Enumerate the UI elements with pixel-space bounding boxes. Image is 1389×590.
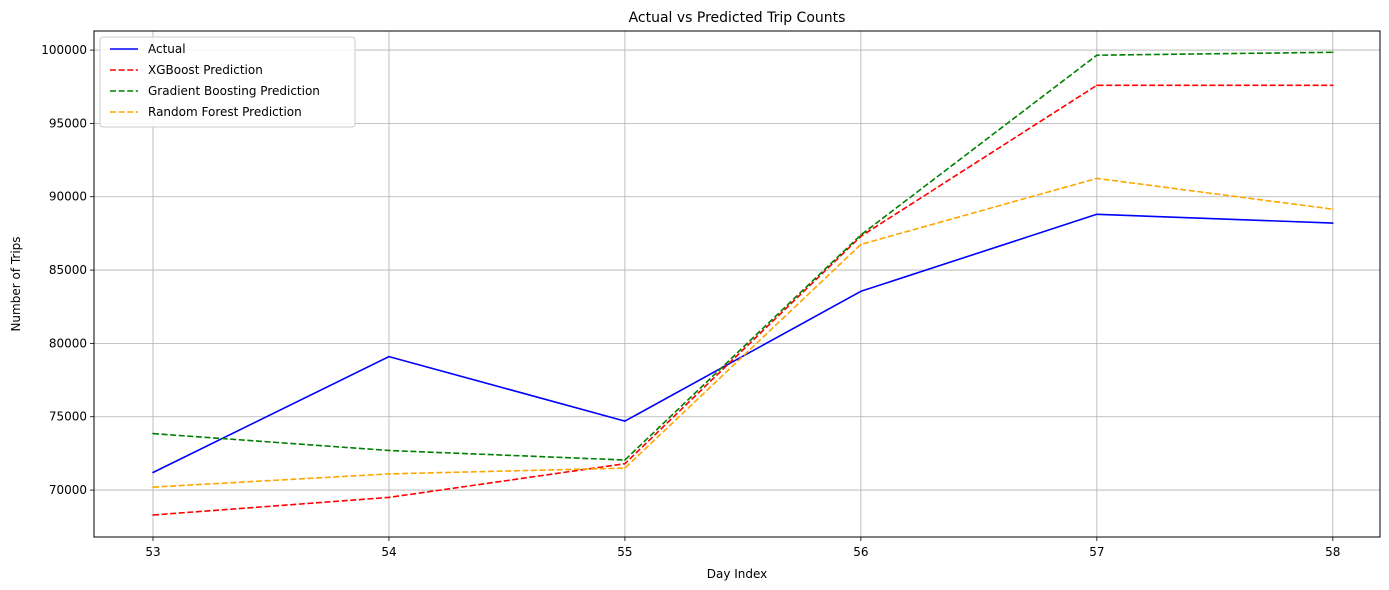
series-lines [152,51,1334,516]
legend-label: Random Forest Prediction [148,105,302,119]
series-0 [152,213,1334,474]
data-point [624,467,626,469]
x-tick-label: 57 [1089,545,1104,559]
x-tick-label: 58 [1325,545,1340,559]
y-tick-label: 75000 [49,410,87,424]
legend-label: Actual [148,42,186,56]
data-point [388,355,390,358]
data-point [152,486,154,488]
y-tick-label: 100000 [41,43,87,57]
x-tick-label: 55 [617,545,632,559]
data-point [624,420,626,422]
grid-lines [94,31,1380,537]
data-point [388,473,390,475]
x-axis-title: Day Index [707,567,768,581]
data-point [1096,54,1098,56]
data-point [860,290,862,293]
legend-frame [99,36,356,128]
data-point [388,496,390,499]
series-3 [152,177,1334,488]
data-point [860,243,862,246]
series-line [152,213,1333,474]
y-tick-label: 70000 [49,483,87,497]
data-point [1332,222,1334,224]
data-point [860,234,862,236]
data-point [1096,177,1098,180]
data-point [1096,84,1098,87]
series-2 [152,51,1334,461]
data-point [152,514,154,516]
legend-label: XGBoost Prediction [148,63,263,77]
y-tick-label: 85000 [49,263,87,277]
axis-ticks: 53 54 55 56 57 58 70000 75000 80000 85000 90000 950… [41,43,1340,559]
plot-frame [93,30,1381,538]
chart-title: Actual vs Predicted Trip Counts [629,10,846,26]
data-point [1332,208,1334,210]
legend: Actual XGBoost Prediction Gradient Boostin… [99,36,356,128]
y-tick-label: 90000 [49,190,87,204]
data-point [388,449,390,452]
data-point [152,471,154,474]
x-tick-label: 56 [853,545,868,559]
series-1 [152,84,1334,516]
x-tick-label: 54 [381,545,396,559]
data-point [624,462,626,465]
data-point [1332,51,1334,54]
legend-label: Gradient Boosting Prediction [148,84,320,98]
data-point [152,432,154,435]
x-tick-label: 53 [145,545,160,559]
series-line [152,84,1333,516]
y-tick-label: 95000 [49,116,87,130]
data-point [624,459,626,461]
data-point [1332,84,1334,87]
y-axis-title: Number of Trips [9,236,23,331]
data-point [1096,213,1098,216]
data-point [860,235,862,238]
y-tick-label: 80000 [49,336,87,350]
